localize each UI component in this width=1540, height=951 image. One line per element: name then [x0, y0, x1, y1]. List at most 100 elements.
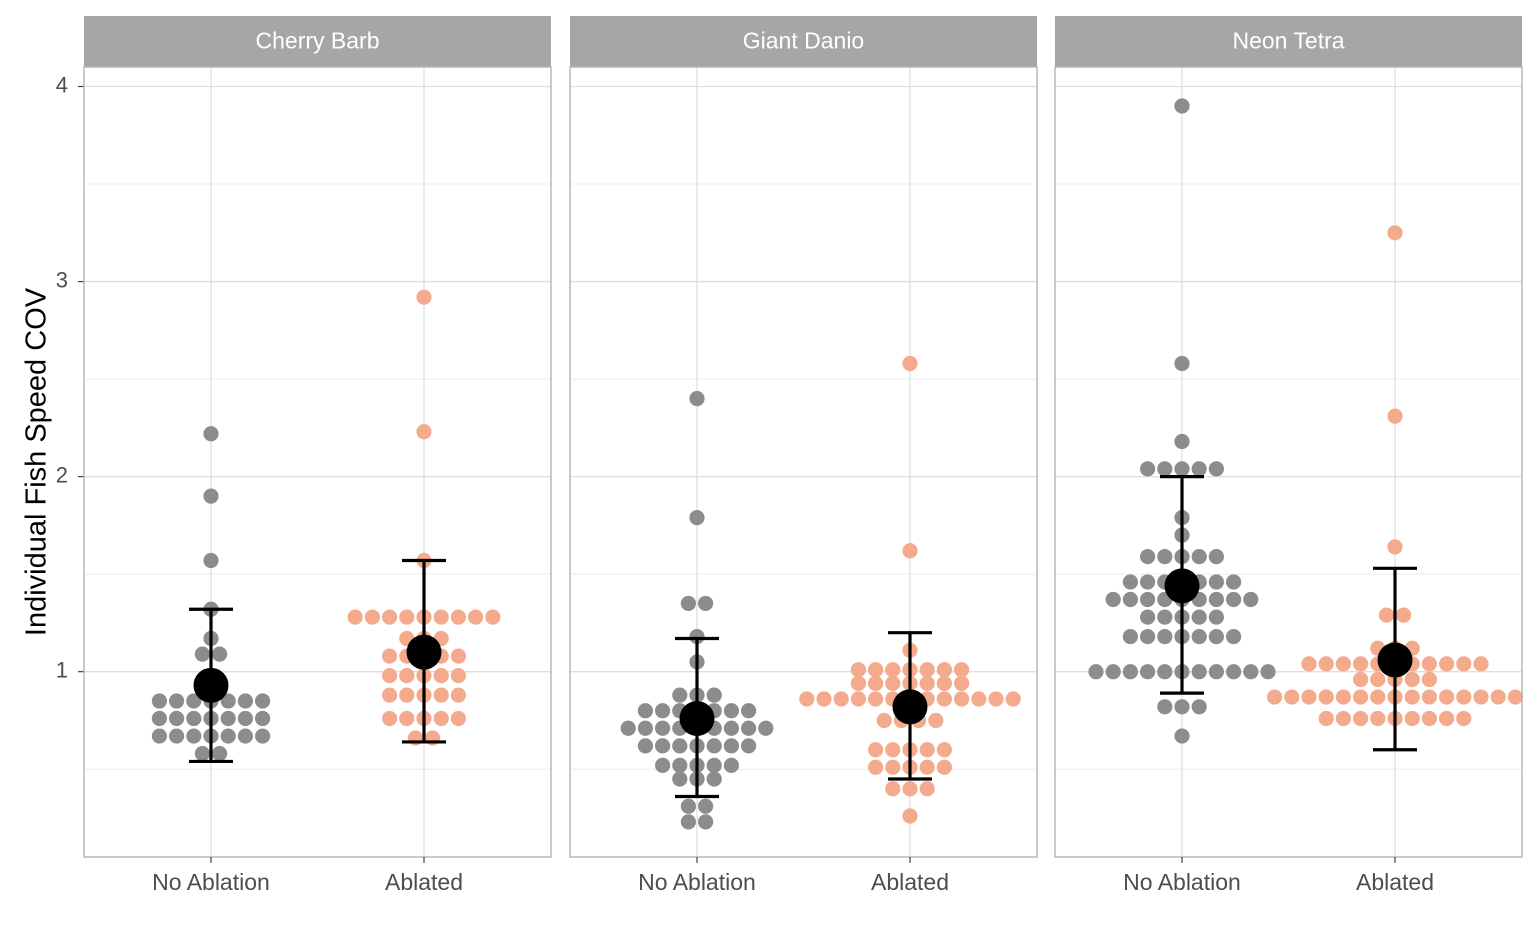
data-point	[255, 728, 271, 744]
data-point	[672, 771, 688, 787]
data-point	[1318, 710, 1334, 727]
data-point	[1157, 628, 1173, 645]
y-tick-label: 4	[56, 72, 68, 97]
data-point	[1507, 689, 1523, 705]
data-point	[1260, 664, 1276, 680]
data-point	[1140, 461, 1156, 477]
data-point	[1208, 609, 1224, 625]
panel-border	[1054, 66, 1523, 858]
data-point	[689, 509, 705, 526]
data-point	[468, 609, 484, 625]
data-point	[169, 693, 185, 709]
facet-strip	[570, 16, 1037, 67]
data-point	[1191, 664, 1207, 680]
data-point	[919, 759, 935, 775]
data-point	[1191, 461, 1207, 477]
panel-background	[1055, 67, 1522, 857]
data-point	[758, 720, 774, 736]
facet-strip	[1055, 16, 1522, 67]
data-point	[1370, 671, 1386, 688]
data-point	[1105, 664, 1121, 680]
x-tick-label: No Ablation	[1123, 869, 1241, 895]
data-point	[637, 720, 654, 736]
data-point	[1396, 607, 1412, 623]
data-point	[936, 675, 953, 691]
data-point	[1378, 607, 1394, 623]
data-point	[1191, 549, 1207, 565]
data-point	[1122, 574, 1138, 590]
data-point	[1174, 98, 1190, 114]
data-point	[1387, 225, 1403, 241]
data-point	[203, 488, 219, 504]
data-point	[1318, 689, 1334, 705]
data-point	[655, 720, 671, 736]
data-point	[220, 710, 236, 727]
data-point	[220, 693, 236, 709]
data-point	[382, 648, 398, 664]
data-point	[1208, 664, 1224, 680]
data-point	[936, 742, 953, 758]
data-point	[902, 355, 918, 372]
data-point	[1353, 710, 1369, 727]
data-point	[1174, 355, 1190, 372]
x-tick-label: Ablated	[871, 869, 949, 895]
data-point	[1267, 689, 1283, 705]
data-point	[1122, 628, 1138, 645]
facet-title: Neon Tetra	[1232, 28, 1344, 54]
data-point	[1335, 656, 1351, 672]
y-tick-label: 3	[56, 267, 68, 292]
y-tick-label: 1	[56, 658, 68, 683]
data-point	[954, 691, 970, 707]
data-point	[416, 424, 432, 440]
data-point	[1191, 628, 1207, 645]
data-point	[741, 703, 757, 719]
data-point	[1140, 549, 1156, 565]
data-point	[1404, 689, 1420, 705]
data-point	[1174, 433, 1190, 450]
data-point	[689, 391, 705, 407]
data-point	[151, 728, 167, 744]
data-point	[433, 710, 449, 727]
facet-title: Cherry Barb	[256, 28, 380, 54]
data-point	[954, 662, 970, 678]
data-point	[194, 746, 210, 762]
data-point	[919, 781, 935, 797]
mean-point	[406, 634, 442, 670]
data-point	[1191, 699, 1207, 715]
data-point	[706, 757, 722, 773]
data-point	[637, 738, 654, 754]
data-point	[399, 609, 415, 625]
data-point	[885, 781, 901, 797]
data-point	[364, 609, 380, 625]
data-point	[620, 720, 636, 736]
data-point	[816, 691, 832, 707]
data-point	[1387, 408, 1403, 424]
data-point	[936, 691, 953, 707]
data-point	[1421, 671, 1437, 688]
data-point	[1157, 549, 1173, 565]
data-point	[1404, 671, 1420, 688]
data-point	[885, 759, 901, 775]
data-point	[1226, 591, 1242, 608]
data-point	[1353, 671, 1369, 688]
data-point	[255, 693, 271, 709]
data-point	[850, 675, 867, 691]
x-tick-label: No Ablation	[152, 869, 270, 895]
data-point	[741, 720, 757, 736]
data-point	[1301, 656, 1317, 672]
data-point	[382, 710, 398, 727]
data-point	[1191, 609, 1207, 625]
data-point	[1105, 591, 1121, 608]
data-point	[1140, 628, 1156, 645]
data-point	[1122, 591, 1138, 608]
data-point	[741, 738, 757, 754]
data-point	[672, 757, 688, 773]
data-point	[1335, 689, 1351, 705]
data-point	[706, 687, 722, 703]
mean-point	[679, 701, 715, 737]
data-point	[169, 728, 185, 744]
data-point	[919, 742, 935, 758]
facet-title: Giant Danio	[743, 28, 864, 54]
data-point	[655, 757, 671, 773]
